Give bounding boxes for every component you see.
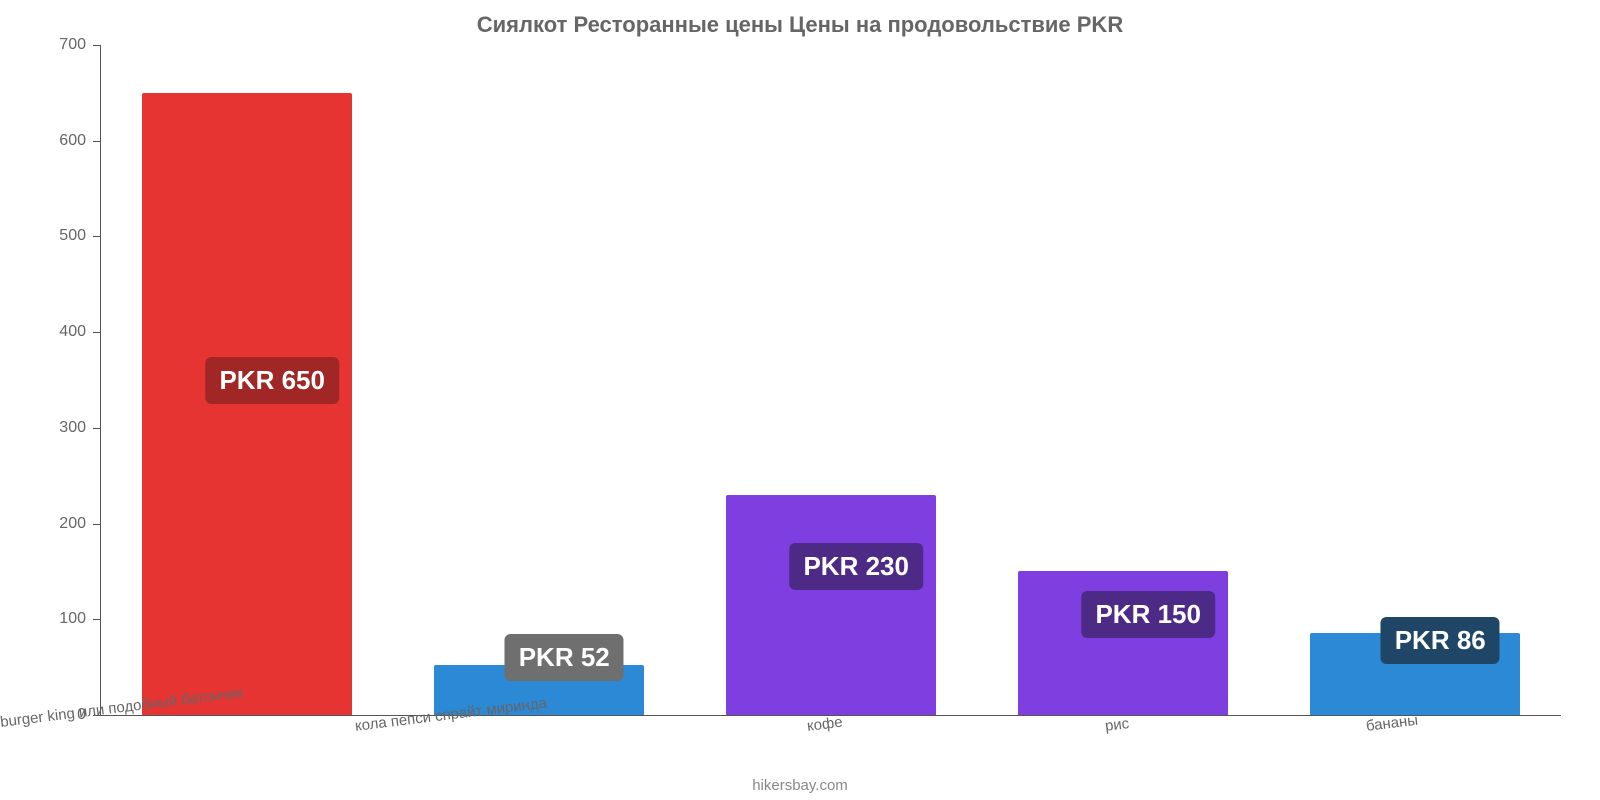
ytick-label: 100 [59,610,86,628]
ytick-mark [93,428,101,429]
value-badge: PKR 150 [1081,591,1215,638]
category-label: кофе [806,714,844,735]
ytick-label: 200 [59,515,86,533]
ytick-label: 400 [59,323,86,341]
value-badge: PKR 52 [505,634,624,681]
value-badge: PKR 230 [789,543,923,590]
ytick-label: 600 [59,132,86,150]
ytick-mark [93,332,101,333]
plot-area: PKR 650 PKR 52 PKR 230 PKR 150 PKR 86 [100,45,1561,716]
bar [142,93,352,715]
ytick-mark [93,524,101,525]
ytick-mark [93,619,101,620]
chart-container: Сиялкот Ресторанные цены Цены на продово… [0,0,1600,800]
category-label: рис [1104,715,1130,735]
bar [726,495,936,715]
value-badge: PKR 650 [205,357,339,404]
ytick-mark [93,45,101,46]
chart-title: Сиялкот Ресторанные цены Цены на продово… [0,12,1600,38]
ytick-mark [93,236,101,237]
ytick-label: 700 [59,36,86,54]
ytick-label: 300 [59,419,86,437]
ytick-label: 500 [59,227,86,245]
credit-label: hikersbay.com [0,777,1600,794]
ytick-mark [93,141,101,142]
value-badge: PKR 86 [1381,617,1500,664]
